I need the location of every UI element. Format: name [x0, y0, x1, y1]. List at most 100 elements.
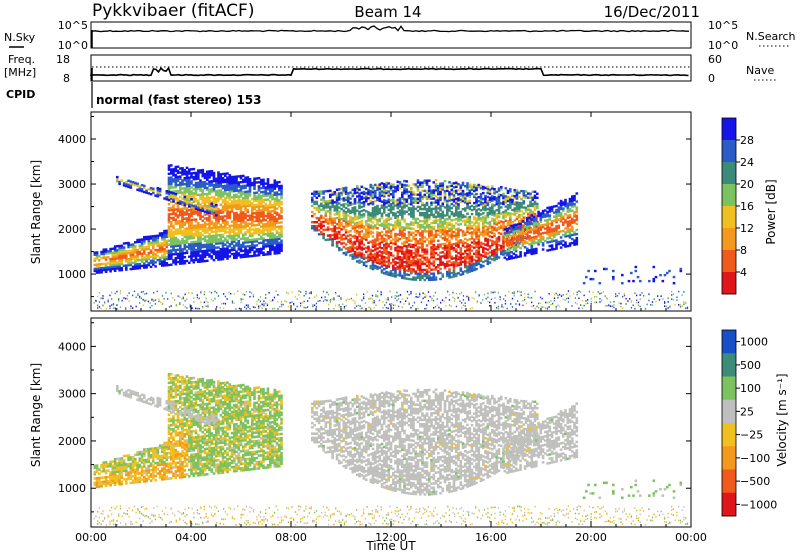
power-cell [210, 190, 214, 193]
power-cell [239, 199, 243, 202]
power-cell [93, 267, 97, 271]
power-cell [197, 234, 200, 237]
power-cell [167, 207, 171, 210]
power-cell [199, 240, 202, 243]
power-cell [320, 190, 323, 193]
power-cell [497, 193, 501, 196]
date-label: 16/Dec/2011 [604, 3, 700, 21]
power-cell [477, 226, 481, 229]
power-cell [134, 263, 137, 266]
power-cell [221, 227, 225, 230]
power-cell [239, 223, 243, 226]
power-cell [219, 209, 223, 212]
power-cell [416, 221, 420, 225]
power-cell [138, 266, 142, 270]
power-cell [197, 228, 200, 231]
power-cell [111, 263, 115, 267]
power-cell [320, 216, 323, 220]
power-cell [203, 182, 207, 186]
power-cell [221, 229, 225, 232]
power-cell [170, 235, 173, 238]
power-cell [412, 183, 415, 186]
power-cell [385, 199, 388, 203]
power-cell [167, 231, 171, 234]
power-cell [185, 200, 189, 203]
power-cell [275, 229, 279, 233]
power-cell [167, 176, 171, 179]
power-cell [212, 205, 216, 208]
power-cell [199, 195, 202, 198]
power-cell [457, 197, 460, 200]
power-cell [197, 254, 200, 257]
power-cell [197, 252, 200, 255]
power-cell [484, 194, 487, 198]
power-cell [441, 182, 445, 185]
power-cell [407, 194, 411, 198]
power-cell [98, 263, 101, 266]
power-cell [109, 264, 112, 267]
power-cell [333, 225, 337, 228]
power-cell [185, 233, 189, 236]
power-cell [217, 228, 220, 231]
power-cell [248, 238, 252, 242]
power-cell [511, 208, 514, 212]
power-cell [548, 206, 552, 209]
power-cell [185, 203, 189, 206]
power-cell [154, 242, 157, 246]
power-cell [95, 251, 99, 254]
power-cell [248, 178, 252, 181]
power-cell [235, 250, 238, 253]
power-cell [170, 176, 173, 179]
power-cell [533, 204, 537, 208]
power-cell [154, 249, 157, 252]
power-cell [215, 185, 218, 189]
power-cell [342, 209, 346, 212]
power-cell [520, 198, 523, 201]
power-cell [203, 197, 207, 200]
power-cell [190, 212, 193, 216]
power-cell [181, 229, 184, 233]
power-cell [185, 251, 189, 255]
power-cell [197, 240, 200, 243]
power-cell [430, 201, 433, 204]
power-cell [217, 189, 220, 192]
power-cell [199, 217, 202, 221]
power-cell [360, 230, 364, 233]
power-cell [541, 248, 545, 251]
power-cell [215, 238, 218, 241]
power-cell [217, 209, 220, 213]
power-cell [555, 204, 558, 208]
power-cell [488, 196, 492, 199]
power-cell [280, 247, 283, 250]
power-cell [161, 238, 164, 241]
power-cell [557, 240, 561, 244]
power-cell [167, 188, 171, 192]
power-cell [362, 186, 366, 190]
power-cell [497, 219, 501, 223]
power-cell [541, 236, 545, 239]
power-cell [194, 212, 198, 215]
power-cell [217, 181, 220, 184]
power-cell [394, 232, 397, 236]
power-cell [176, 256, 180, 260]
power-cell [183, 183, 187, 186]
power-cell [165, 198, 169, 201]
power-cell [129, 245, 133, 248]
power-cell [530, 248, 534, 252]
power-cell [468, 195, 472, 198]
power-cell [526, 241, 529, 244]
power-cell [529, 210, 532, 214]
power-cell [548, 226, 552, 229]
power-cell [201, 189, 205, 192]
power-cell [568, 197, 572, 201]
power-cell [120, 246, 124, 249]
power-cell [206, 241, 209, 244]
power-cell [500, 186, 503, 189]
power-cell [179, 232, 182, 235]
power-cell [179, 226, 182, 229]
power-cell [170, 233, 173, 236]
power-cell [275, 191, 279, 194]
power-cell [181, 233, 184, 237]
power-cell [138, 244, 142, 247]
power-cell [208, 188, 211, 191]
